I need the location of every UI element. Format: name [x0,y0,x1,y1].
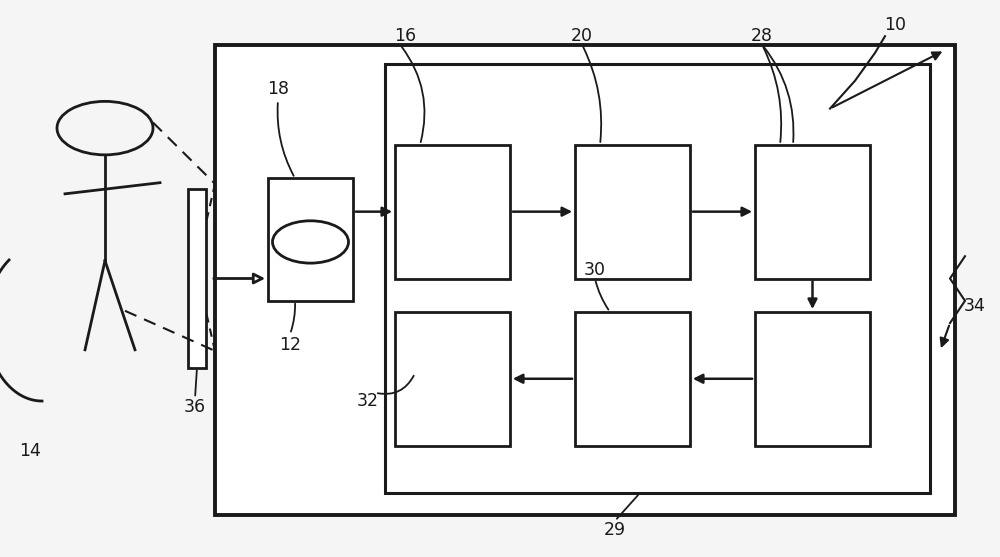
Text: 30: 30 [584,261,606,279]
Bar [755,312,870,446]
Bar [395,312,510,446]
Text: 28: 28 [751,27,773,45]
Bar [385,64,930,493]
Text: 29: 29 [604,521,626,539]
Text: 36: 36 [184,398,206,416]
Bar [575,312,690,446]
Bar [188,189,206,368]
Bar [575,145,690,278]
Text: 20: 20 [571,27,593,45]
Text: 18: 18 [267,80,289,98]
Text: 32: 32 [357,392,379,410]
Text: 10: 10 [884,16,906,34]
Text: 12: 12 [279,336,301,354]
Text: 34: 34 [964,297,986,315]
Bar [395,145,510,278]
Text: 16: 16 [394,27,416,45]
Bar [268,178,353,301]
Bar [755,145,870,278]
Text: 14: 14 [19,442,41,460]
Bar [215,45,955,515]
